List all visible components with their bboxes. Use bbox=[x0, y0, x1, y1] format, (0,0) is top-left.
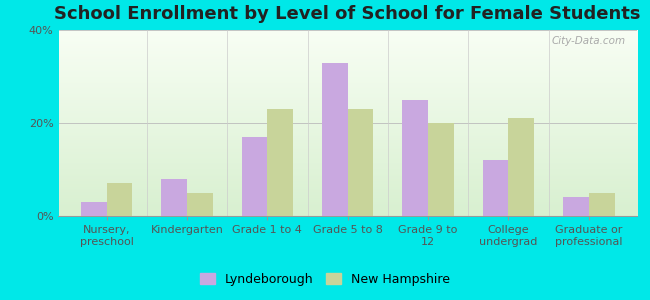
Text: City-Data.com: City-Data.com bbox=[551, 36, 625, 46]
Bar bbox=[483, 160, 508, 216]
Title: School Enrollment by Level of School for Female Students: School Enrollment by Level of School for… bbox=[55, 5, 641, 23]
Bar bbox=[187, 193, 213, 216]
Bar bbox=[428, 123, 454, 216]
Bar bbox=[589, 193, 614, 216]
Bar bbox=[322, 62, 348, 216]
Bar bbox=[107, 183, 133, 216]
Legend: Lyndeborough, New Hampshire: Lyndeborough, New Hampshire bbox=[195, 268, 455, 291]
Bar bbox=[508, 118, 534, 216]
Bar bbox=[161, 179, 187, 216]
Bar bbox=[267, 109, 293, 216]
Bar bbox=[402, 100, 428, 216]
Bar bbox=[242, 137, 267, 216]
Bar bbox=[81, 202, 107, 216]
Bar bbox=[348, 109, 374, 216]
Bar bbox=[563, 197, 589, 216]
